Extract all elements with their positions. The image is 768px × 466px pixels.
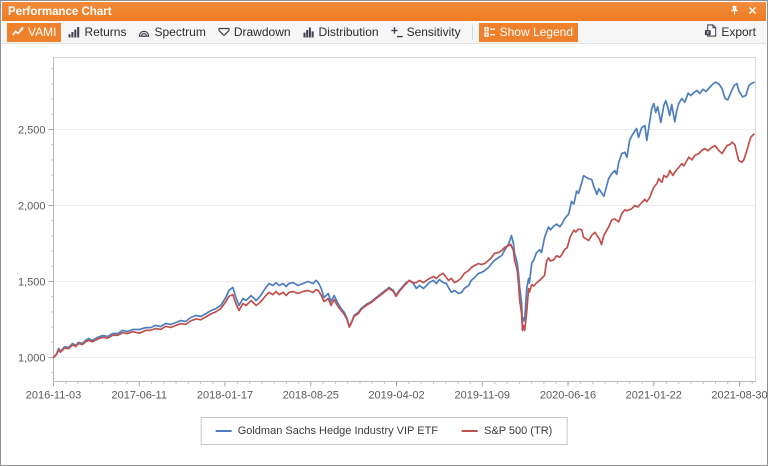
close-icon bbox=[747, 5, 758, 19]
sensitivity-plus-icon bbox=[390, 26, 403, 38]
legend-icon bbox=[483, 26, 496, 38]
toolbar-item-label: Distribution bbox=[318, 25, 379, 39]
plot-border bbox=[53, 57, 756, 382]
svg-text:2016-11-03: 2016-11-03 bbox=[26, 390, 81, 402]
toolbar-item-label: Sensitivity bbox=[406, 25, 461, 39]
svg-text:x: x bbox=[707, 30, 710, 36]
toolbar-item-show-legend[interactable]: Show Legend bbox=[478, 22, 579, 42]
svg-text:2,000: 2,000 bbox=[18, 200, 46, 212]
distribution-histogram-icon bbox=[303, 26, 315, 38]
svg-text:2017-06-11: 2017-06-11 bbox=[112, 390, 167, 402]
pin-button[interactable] bbox=[726, 4, 742, 20]
toolbar-item-label: VAMI bbox=[28, 25, 57, 39]
chart-legend: Goldman Sachs Hedge Industry VIP ETF S&P … bbox=[200, 417, 568, 445]
toolbar-item-vami[interactable]: VAMI bbox=[7, 22, 62, 42]
legend-swatch bbox=[215, 430, 232, 432]
y-axis-labels: 1,000 1,500 2,000 2,500 bbox=[18, 124, 46, 364]
svg-text:2018-01-17: 2018-01-17 bbox=[197, 390, 253, 402]
toolbar-item-label: Spectrum bbox=[154, 25, 206, 39]
svg-text:2018-08-25: 2018-08-25 bbox=[283, 390, 339, 402]
toolbar-item-distribution[interactable]: Distribution bbox=[298, 23, 384, 42]
svg-text:1,000: 1,000 bbox=[18, 352, 46, 364]
legend-swatch bbox=[462, 430, 479, 432]
toolbar-items: VAMI Returns Spectrum Drawdown Distribution S… bbox=[6, 21, 579, 43]
export-button[interactable]: x Export bbox=[698, 23, 762, 42]
svg-text:2021-01-22: 2021-01-22 bbox=[626, 390, 682, 402]
chart-svg: 1,000 1,500 2,000 2,500 2016-11-03 2017-06-11… bbox=[18, 57, 767, 402]
pin-icon bbox=[729, 5, 740, 19]
legend-item-goldman-sachs-hedge-industry-vip-etf[interactable]: Goldman Sachs Hedge Industry VIP ETF bbox=[215, 425, 439, 437]
drawdown-pennant-icon bbox=[218, 26, 230, 38]
x-axis-ticks bbox=[53, 381, 753, 387]
export-button-label: Export bbox=[721, 25, 756, 39]
series-line-goldman-sachs-hedge-industry-vip-etf bbox=[52, 81, 755, 359]
y-axis-ticks bbox=[48, 68, 54, 374]
returns-bars-icon bbox=[68, 26, 80, 38]
toolbar-item-spectrum[interactable]: Spectrum bbox=[133, 23, 210, 42]
toolbar-item-label: Show Legend bbox=[499, 25, 574, 39]
toolbar-item-returns[interactable]: Returns bbox=[63, 23, 131, 42]
toolbar-item-sensitivity[interactable]: Sensitivity bbox=[386, 23, 466, 42]
x-axis-labels: 2016-11-03 2017-06-11 2018-01-17 2018-08-25… bbox=[26, 390, 767, 402]
toolbar-separator bbox=[471, 24, 473, 40]
export-icon-slot: x bbox=[704, 24, 717, 40]
toolbar-item-drawdown[interactable]: Drawdown bbox=[213, 23, 296, 42]
toolbar-item-label: Returns bbox=[84, 25, 127, 39]
excel-file-icon: x bbox=[704, 24, 717, 40]
window-title: Performance Chart bbox=[8, 5, 112, 18]
svg-text:2021-08-30: 2021-08-30 bbox=[711, 390, 767, 402]
toolbar: VAMI Returns Spectrum Drawdown Distribution S… bbox=[2, 21, 766, 44]
chart-panel: 1,000 1,500 2,000 2,500 2016-11-03 2017-06-11… bbox=[2, 44, 767, 464]
svg-text:2019-04-02: 2019-04-02 bbox=[368, 390, 424, 402]
svg-text:2019-11-09: 2019-11-09 bbox=[455, 390, 510, 402]
svg-text:2,500: 2,500 bbox=[18, 124, 46, 136]
spectrum-arcs-icon bbox=[138, 26, 150, 38]
svg-text:2020-06-16: 2020-06-16 bbox=[540, 390, 596, 402]
svg-text:1,500: 1,500 bbox=[18, 276, 46, 288]
legend-label: S&P 500 (TR) bbox=[484, 425, 553, 437]
titlebar[interactable]: Performance Chart bbox=[2, 2, 766, 21]
vami-line-icon bbox=[12, 26, 24, 38]
legend-item-s-p-500-tr-[interactable]: S&P 500 (TR) bbox=[462, 425, 552, 437]
chart-canvas[interactable]: 1,000 1,500 2,000 2,500 2016-11-03 2017-06-11… bbox=[2, 44, 767, 412]
series-line-s-p-500-tr- bbox=[52, 133, 755, 359]
close-button[interactable] bbox=[744, 4, 760, 20]
toolbar-item-label: Drawdown bbox=[233, 25, 291, 39]
legend-label: Goldman Sachs Hedge Industry VIP ETF bbox=[237, 425, 439, 437]
